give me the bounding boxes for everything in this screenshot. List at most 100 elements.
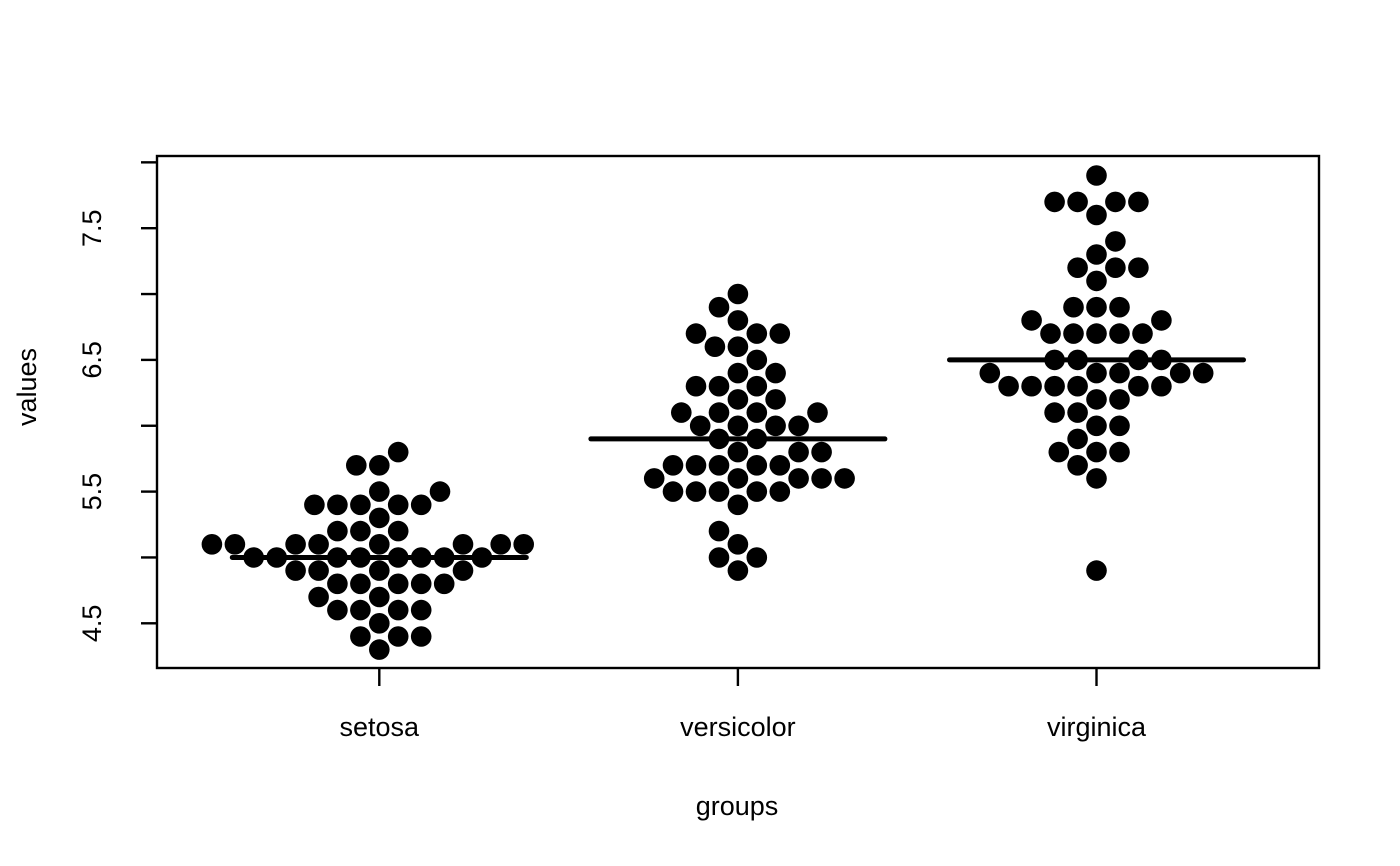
data-point (788, 415, 809, 437)
data-point (1086, 389, 1107, 410)
data-point (369, 507, 390, 529)
data-point (346, 455, 367, 476)
data-point (1040, 323, 1061, 344)
data-point (1128, 257, 1149, 279)
data-point (727, 560, 749, 581)
data-point (727, 310, 749, 331)
data-point (765, 389, 786, 410)
data-points-layer (201, 165, 1214, 660)
data-point (1169, 362, 1191, 384)
data-point (350, 573, 371, 595)
data-point (387, 547, 409, 568)
axes-layer: 4.5 5.5 6.5 7.5 setosa versicolor virginica (77, 161, 1147, 742)
data-point (811, 468, 832, 489)
data-point (727, 494, 749, 516)
y-axis-title: values (12, 348, 42, 426)
data-point (369, 534, 390, 555)
data-point (350, 520, 371, 542)
data-point (387, 441, 409, 463)
data-point (746, 455, 768, 476)
data-point (1086, 296, 1107, 318)
data-point (490, 534, 512, 555)
data-point (1048, 441, 1070, 463)
data-point (788, 441, 809, 463)
data-point (1044, 375, 1065, 397)
data-point (410, 494, 432, 516)
data-point (1105, 231, 1126, 252)
data-point (285, 560, 306, 581)
data-point (746, 547, 768, 568)
data-point (433, 573, 455, 595)
data-point (671, 402, 692, 423)
data-point (369, 613, 390, 634)
data-point (727, 415, 749, 437)
data-point (998, 375, 1019, 397)
x-axis-category-label: setosa (340, 712, 421, 742)
data-point (387, 599, 409, 621)
data-point (471, 547, 493, 568)
data-point (746, 481, 768, 502)
data-point (807, 402, 828, 423)
data-point (1086, 270, 1107, 292)
data-point (387, 520, 409, 542)
data-point (387, 494, 409, 516)
data-point (452, 560, 474, 581)
data-point (979, 362, 1001, 384)
data-point (327, 520, 348, 542)
data-point (746, 428, 768, 450)
y-axis-tick-label: 4.5 (77, 605, 107, 643)
data-point (429, 481, 451, 502)
data-point (350, 599, 371, 621)
data-point (1067, 191, 1088, 213)
data-point (727, 441, 749, 463)
data-point (685, 481, 707, 502)
data-point (1067, 402, 1088, 423)
x-axis-category-label: virginica (1047, 712, 1147, 742)
data-point (746, 323, 768, 344)
data-point (708, 547, 730, 568)
data-point (765, 415, 786, 437)
data-point (708, 296, 730, 318)
data-point (727, 283, 749, 305)
data-point (662, 481, 684, 502)
data-point (769, 323, 791, 344)
data-point (452, 534, 474, 555)
data-point (727, 389, 749, 410)
data-point (387, 573, 409, 595)
data-point (811, 441, 832, 463)
data-point (727, 336, 749, 358)
data-point (350, 494, 371, 516)
data-point (1086, 560, 1107, 581)
data-point (662, 455, 684, 476)
data-point (1109, 362, 1130, 384)
data-point (308, 534, 329, 555)
data-point (369, 455, 390, 476)
data-point (1067, 428, 1088, 450)
data-point (1105, 257, 1126, 279)
data-point (746, 349, 768, 371)
data-point (1128, 349, 1149, 371)
data-point (350, 626, 371, 647)
y-axis-tick-label: 6.5 (77, 341, 107, 379)
data-point (224, 534, 246, 555)
data-point (387, 626, 409, 647)
data-point (304, 494, 325, 516)
data-point (369, 481, 390, 502)
data-point (727, 468, 749, 489)
data-point (1086, 415, 1107, 437)
data-point (1044, 191, 1065, 213)
data-point (1086, 441, 1107, 463)
data-point (1086, 204, 1107, 226)
data-point (243, 547, 264, 568)
data-point (1151, 310, 1172, 331)
data-point (1109, 415, 1130, 437)
data-point (1067, 349, 1088, 371)
data-point (433, 547, 455, 568)
data-point (685, 375, 707, 397)
data-point (704, 336, 726, 358)
data-point (1067, 257, 1088, 279)
data-point (327, 547, 348, 568)
data-point (769, 455, 791, 476)
